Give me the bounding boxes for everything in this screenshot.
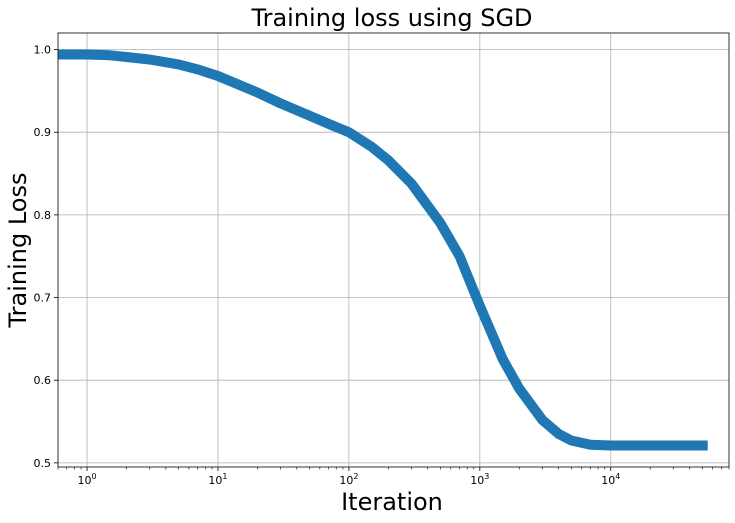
x-axis-label: Iteration	[341, 488, 443, 516]
y-tick-label: 0.6	[34, 374, 52, 387]
x-tick-label: 100	[77, 472, 96, 487]
x-tick-exponent: 1	[222, 472, 227, 481]
y-tick-label: 0.8	[34, 209, 52, 222]
x-tick-label: 101	[208, 472, 227, 487]
y-tick-label: 0.5	[34, 457, 52, 470]
x-tick-base: 10	[77, 474, 91, 487]
x-tick-base: 10	[470, 474, 484, 487]
plot-frame	[57, 32, 730, 468]
x-tick-label: 103	[470, 472, 489, 487]
series-line-0	[58, 49, 708, 451]
x-tick-exponent: 4	[615, 472, 620, 481]
y-axis-label: Training Loss	[4, 173, 32, 329]
x-tick-exponent: 3	[484, 472, 489, 481]
chart-title: Training loss using SGD	[250, 4, 532, 32]
y-tick-label: 1.0	[34, 44, 52, 57]
series-layer	[58, 49, 708, 451]
grid	[58, 33, 729, 467]
x-tick-exponent: 2	[353, 472, 358, 481]
x-tick-exponent: 0	[91, 472, 96, 481]
x-tick-label: 104	[601, 472, 620, 487]
x-tick-base: 10	[208, 474, 222, 487]
x-tick-base: 10	[601, 474, 615, 487]
y-tick-label: 0.7	[34, 292, 52, 305]
x-tick-label: 102	[339, 472, 358, 487]
x-tick-base: 10	[339, 474, 353, 487]
y-tick-label: 0.9	[34, 126, 52, 139]
